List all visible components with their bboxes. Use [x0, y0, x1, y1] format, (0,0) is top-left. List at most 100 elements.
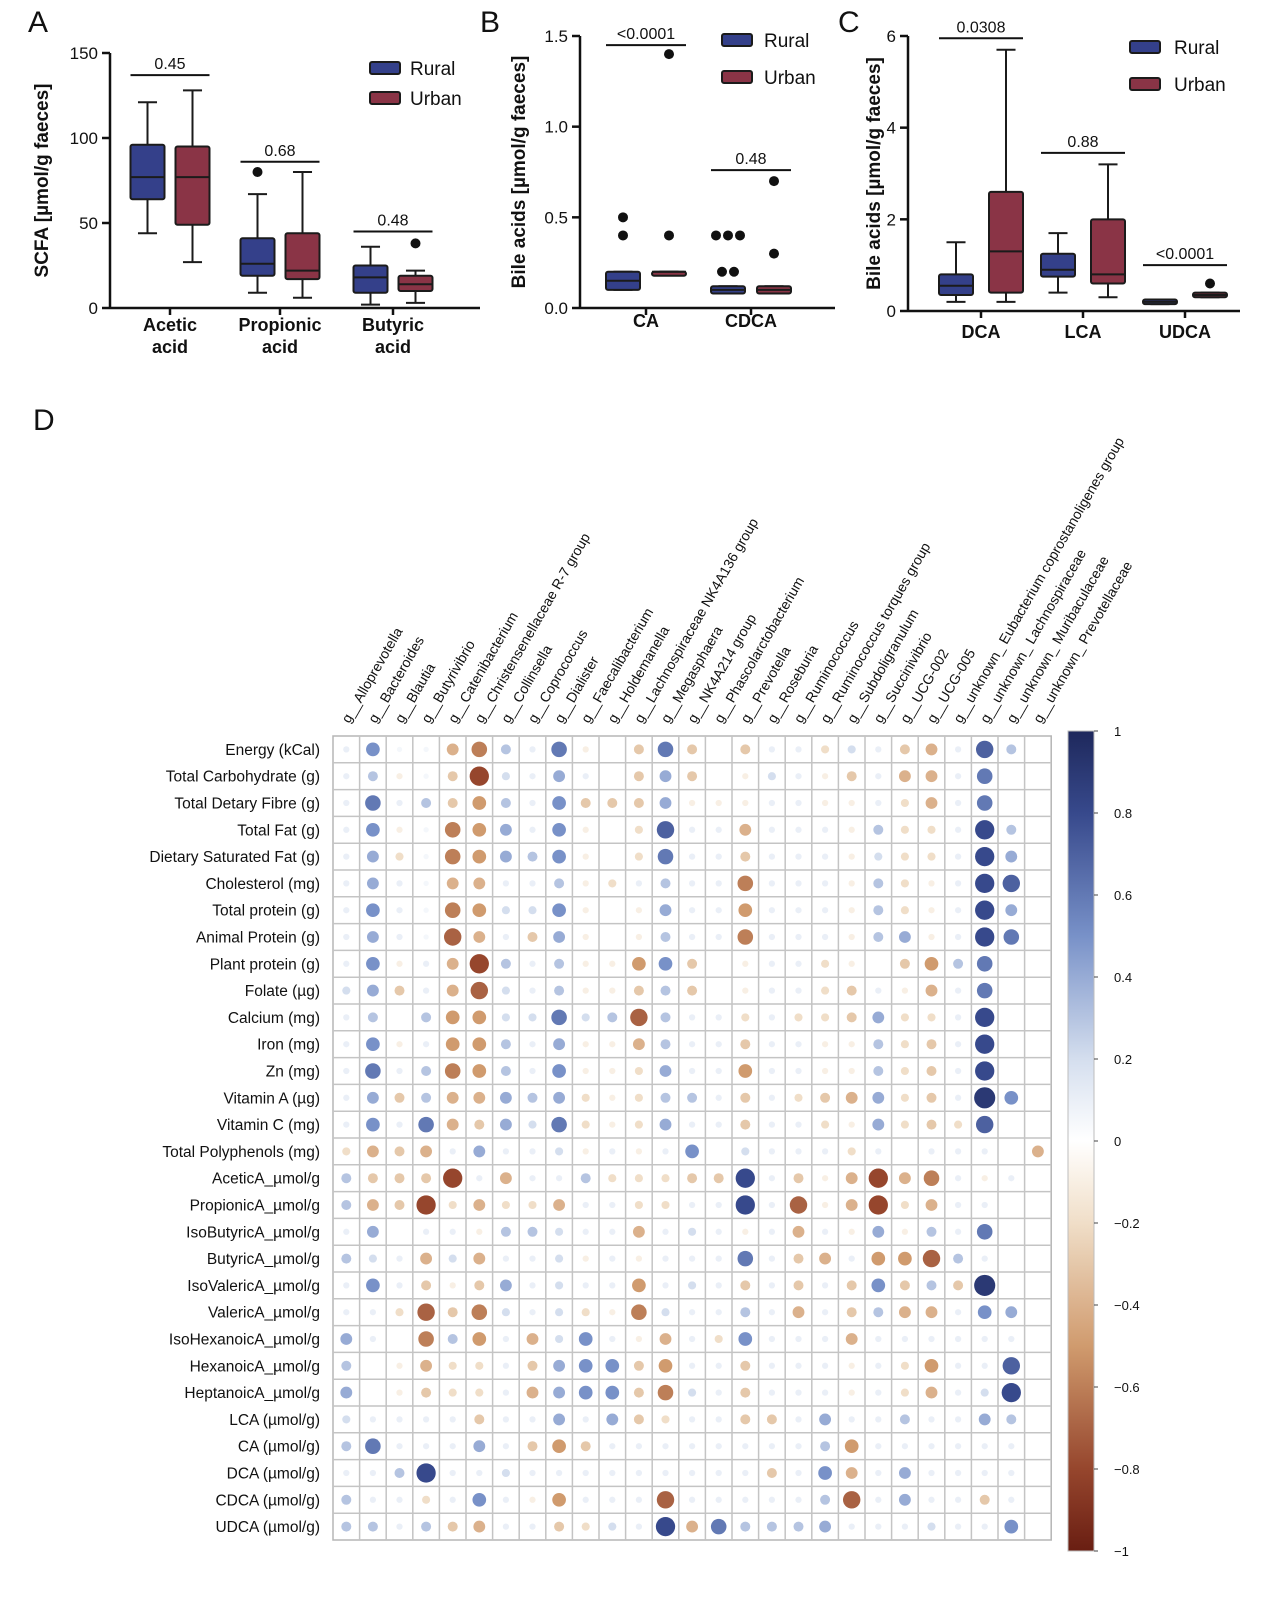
correlation-dot — [974, 1087, 996, 1109]
correlation-dot — [660, 1092, 671, 1103]
correlation-dot — [954, 1014, 962, 1021]
correlation-dot — [633, 1387, 644, 1398]
correlation-dot — [898, 1493, 911, 1506]
correlation-dot — [609, 1067, 616, 1075]
correlation-dot — [868, 1168, 888, 1188]
correlation-dot — [499, 850, 512, 863]
box-urban — [174, 145, 211, 226]
correlation-dot — [449, 1148, 456, 1155]
correlation-dot — [578, 1385, 593, 1400]
correlation-dot — [473, 931, 486, 943]
row-label: Energy (kCal) — [225, 742, 320, 759]
correlation-dot — [552, 849, 566, 864]
correlation-dot — [821, 799, 829, 807]
correlation-dot — [633, 744, 644, 755]
correlation-dot — [582, 960, 589, 967]
correlation-dot — [845, 1199, 858, 1211]
legend-label-rural: Rural — [764, 31, 809, 52]
correlation-dot — [448, 1361, 457, 1370]
y-tick-label: 50 — [79, 214, 98, 233]
correlation-dot — [898, 770, 911, 783]
row-label: UDCA (µmol/g) — [215, 1519, 320, 1536]
correlation-dot — [341, 1200, 352, 1210]
correlation-dot — [499, 1091, 512, 1104]
correlation-dot — [927, 825, 936, 834]
correlation-dot — [527, 1441, 538, 1452]
row-label: Cholesterol (mg) — [205, 876, 320, 893]
correlation-dot — [552, 1064, 566, 1078]
correlation-dot — [631, 1304, 647, 1320]
correlation-dot — [396, 1282, 403, 1289]
correlation-dot — [768, 987, 776, 994]
correlation-dot — [898, 1251, 912, 1266]
correlation-dot — [820, 1092, 831, 1103]
correlation-dot — [954, 1362, 962, 1369]
correlation-dot — [793, 1521, 804, 1532]
correlation-dot — [953, 1280, 964, 1291]
correlation-dot — [633, 985, 644, 996]
row-label: CA (µmol/g) — [238, 1439, 320, 1456]
outlier-point — [618, 230, 628, 241]
correlation-dot — [502, 1443, 510, 1450]
correlation-dot — [447, 1521, 458, 1532]
correlation-dot — [740, 851, 751, 862]
correlation-dot — [848, 907, 855, 914]
correlation-dot — [981, 1523, 988, 1530]
box-rural — [1040, 252, 1076, 278]
correlation-dot — [634, 825, 643, 834]
correlation-dot — [927, 1013, 936, 1022]
correlation-dot — [687, 1092, 698, 1103]
correlation-dot — [396, 799, 403, 807]
correlation-dot — [875, 1389, 882, 1396]
outlier-point — [735, 230, 745, 241]
correlation-dot — [634, 1200, 643, 1210]
correlation-dot — [821, 1201, 829, 1209]
correlation-dot — [925, 1306, 938, 1319]
row-label: HexanoicA_µmol/g — [190, 1358, 320, 1375]
correlation-dot — [928, 1335, 935, 1343]
correlation-dot — [954, 799, 962, 807]
correlation-dot — [926, 1226, 937, 1237]
correlation-dot — [609, 1148, 616, 1155]
correlation-dot — [421, 1066, 432, 1076]
correlation-dot — [954, 987, 962, 994]
legend-label-urban: Urban — [764, 68, 816, 89]
correlation-dot — [449, 1228, 456, 1235]
correlation-dot — [848, 933, 855, 941]
correlation-dot — [768, 1282, 776, 1289]
correlation-dot — [740, 1280, 751, 1291]
correlation-dot — [396, 1496, 403, 1503]
correlation-dot — [473, 1252, 486, 1265]
colorbar-tick-label: 0.2 — [1114, 1052, 1132, 1067]
correlation-dot — [875, 1523, 882, 1530]
correlation-dot — [605, 1358, 620, 1373]
correlation-dot — [899, 744, 910, 755]
correlation-dot — [657, 848, 674, 865]
correlation-dot — [529, 746, 536, 753]
correlation-dot — [768, 907, 776, 914]
correlation-dot — [343, 1309, 350, 1316]
correlation-dot — [476, 1469, 483, 1477]
correlation-dot — [821, 1228, 829, 1235]
correlation-dot — [740, 1387, 751, 1398]
correlation-dot — [901, 1335, 909, 1343]
correlation-dot — [446, 957, 459, 970]
row-label: LCA (µmol/g) — [229, 1412, 320, 1429]
correlation-dot — [661, 1174, 670, 1183]
correlation-dot — [605, 1385, 620, 1400]
correlation-dot — [768, 799, 776, 807]
legend-swatch-rural — [721, 33, 753, 47]
correlation-dot — [421, 1012, 432, 1023]
correlation-dot — [795, 907, 802, 914]
correlation-dot — [740, 1039, 751, 1050]
correlation-dot — [1008, 1335, 1015, 1343]
outlier-point — [410, 238, 421, 249]
correlation-dot — [552, 822, 566, 837]
correlation-dot — [448, 1254, 457, 1263]
correlation-dot — [581, 1093, 590, 1102]
correlation-dot — [472, 1010, 487, 1025]
correlation-dot — [954, 773, 962, 780]
correlation-dot — [552, 796, 566, 810]
correlation-dot — [926, 1066, 937, 1076]
correlation-dot — [976, 795, 993, 811]
